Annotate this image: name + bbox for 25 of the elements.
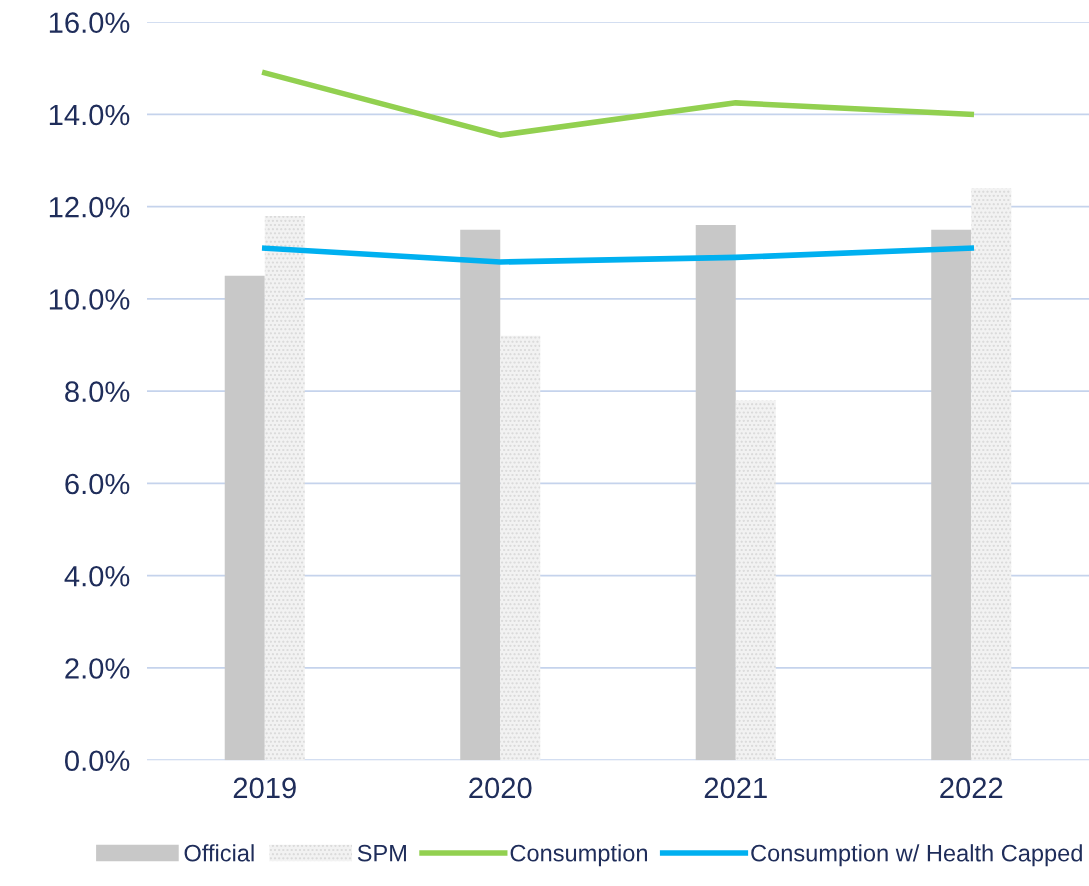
legend-label: SPM [357,844,406,862]
y-tick-label: 0.0% [65,750,130,772]
x-tick-label: 2020 [469,777,532,799]
legend-label: Consumption [510,844,647,867]
bar [264,215,305,761]
bar [931,229,972,761]
bar [695,225,736,761]
y-tick-label: 10.0% [49,289,130,310]
legend-label: Official [184,844,254,862]
legend-label: Consumption w/ Health Capped [751,844,1082,867]
y-tick-label: 16.0% [49,12,130,34]
y-tick-label: 6.0% [65,473,130,495]
y-tick-label: 14.0% [49,104,130,126]
y-tick-label: 12.0% [49,196,130,218]
y-tick-label: 2.0% [65,658,130,679]
bar [735,400,776,761]
bar [224,275,265,761]
bar [500,335,541,761]
bar [460,229,501,761]
y-tick-label: 4.0% [64,565,130,587]
y-tick-label: 8.0% [65,381,130,403]
x-tick-label: 2021 [704,777,767,799]
x-tick-label: 2019 [233,777,296,799]
bar [971,188,1012,761]
x-tick-label: 2022 [940,777,1003,799]
